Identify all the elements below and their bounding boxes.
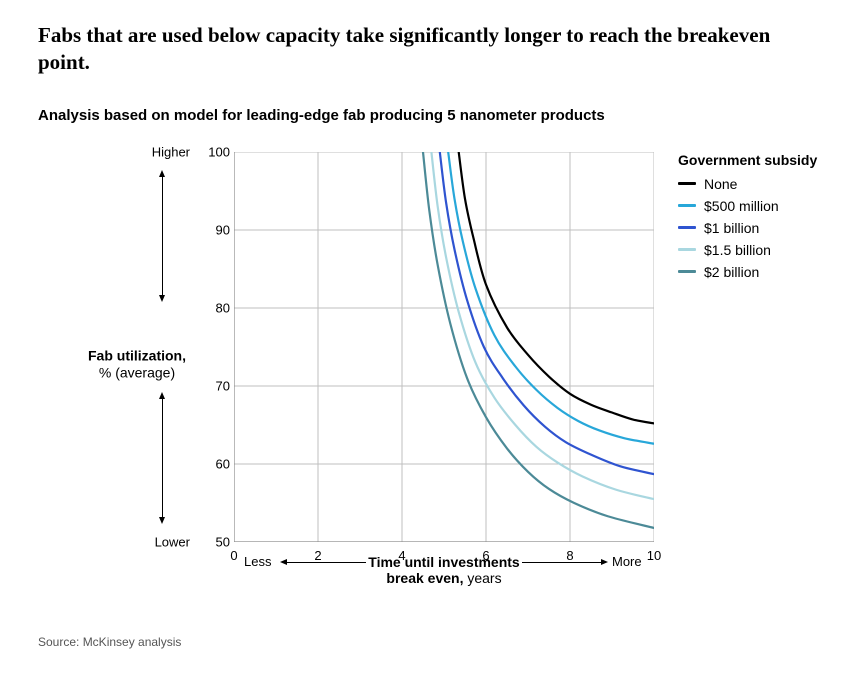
legend-label: $1.5 billion [704, 242, 771, 258]
x-tick-label: 8 [566, 548, 573, 563]
legend-swatch [678, 182, 696, 185]
x-arrow-right [522, 562, 602, 563]
y-tick-label: 90 [196, 222, 230, 237]
subtitle: Analysis based on model for leading-edge… [38, 107, 830, 124]
legend-item: $2 billion [678, 264, 860, 280]
headline: Fabs that are used below capacity take s… [38, 22, 778, 77]
plot-svg [234, 152, 654, 542]
y-tick-label: 100 [196, 144, 230, 159]
y-tick-label: 50 [196, 534, 230, 549]
legend-label: None [704, 176, 737, 192]
legend-label: $1 billion [704, 220, 759, 236]
legend-item: $500 million [678, 198, 860, 214]
x-axis-title: Time until investments break even, years [234, 554, 654, 586]
source-note: Source: McKinsey analysis [38, 635, 181, 649]
y-axis-title-main: Fab utilization, [72, 347, 202, 365]
legend-item: $1 billion [678, 220, 860, 236]
y-arrow-lower [162, 398, 163, 518]
chart-area: Higher Lower Fab utilization, % (average… [38, 130, 830, 600]
x-tick-label: 0 [230, 548, 237, 563]
y-upper-word: Higher [152, 144, 190, 159]
legend-label: $500 million [704, 198, 779, 214]
legend-items: None $500 million $1 billion $1.5 billion $2… [678, 176, 860, 280]
y-tick-label: 70 [196, 378, 230, 393]
legend-title: Government subsidy [678, 152, 860, 168]
y-axis-block: Higher Lower Fab utilization, % (average… [38, 130, 234, 600]
legend-swatch [678, 204, 696, 207]
x-tick-label: 10 [647, 548, 661, 563]
legend-swatch [678, 226, 696, 229]
x-tick-label: 2 [314, 548, 321, 563]
x-axis-title-sub: break even, [386, 570, 463, 586]
legend-item: $1.5 billion [678, 242, 860, 258]
y-axis-title: Fab utilization, % (average) [72, 347, 202, 382]
x-tick-label: 6 [482, 548, 489, 563]
page-root: Fabs that are used below capacity take s… [0, 0, 860, 673]
series-line-s1b [440, 152, 654, 474]
legend-label: $2 billion [704, 264, 759, 280]
x-axis-title-main: Time until investments [368, 554, 519, 570]
legend: Government subsidy None $500 million $1 bi… [678, 152, 860, 286]
series-line-s500m [448, 152, 654, 444]
y-axis-title-sub: % (average) [99, 365, 175, 381]
plot [234, 152, 654, 542]
y-tick-label: 80 [196, 300, 230, 315]
x-axis-title-units: years [467, 570, 501, 586]
y-lower-word: Lower [155, 534, 190, 549]
series-line-s2b [423, 152, 654, 528]
x-tick-label: 4 [398, 548, 405, 563]
legend-swatch [678, 248, 696, 251]
series-line-s1_5b [431, 152, 654, 499]
series-line-none [459, 152, 654, 423]
y-arrow-upper [162, 176, 163, 296]
legend-swatch [678, 270, 696, 273]
legend-item: None [678, 176, 860, 192]
y-tick-label: 60 [196, 456, 230, 471]
x-upper-word: More [612, 554, 642, 569]
